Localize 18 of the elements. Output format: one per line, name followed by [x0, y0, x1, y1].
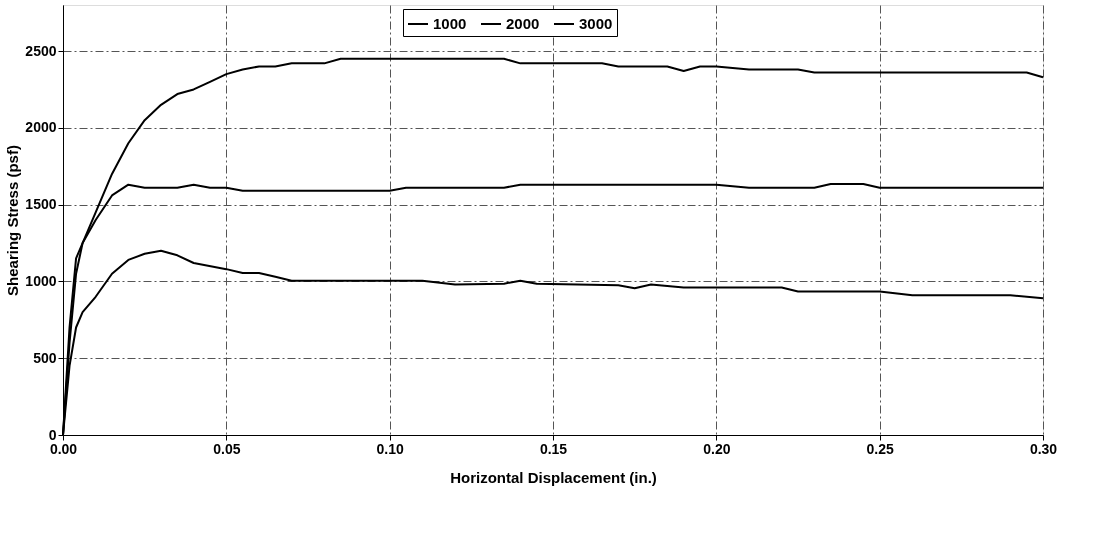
x-tick-label: 0.15: [539, 440, 568, 457]
x-tick-label: 0.30: [1029, 440, 1058, 457]
x-tick-label: 0.20: [703, 440, 731, 457]
y-tick-label: 1500: [25, 196, 57, 213]
y-tick-label: 500: [33, 349, 57, 366]
y-tick-label: 1000: [25, 272, 57, 289]
x-tick-label: 0.00: [49, 440, 78, 457]
y-tick-label: 2000: [25, 119, 57, 136]
y-tick-label: 0: [48, 426, 57, 443]
x-tick-label: 0.05: [213, 440, 241, 457]
x-axis-title: Horizontal Displacement (in.): [450, 468, 657, 486]
y-tick-label: 2500: [25, 42, 57, 59]
y-axis-title: Shearing Stress (psf): [4, 145, 22, 296]
legend-label: 3000: [579, 15, 613, 32]
legend-label: 2000: [506, 15, 540, 32]
x-tick-label: 0.10: [376, 440, 404, 457]
legend-label: 1000: [433, 15, 467, 32]
x-tick-label: 0.25: [866, 440, 894, 457]
